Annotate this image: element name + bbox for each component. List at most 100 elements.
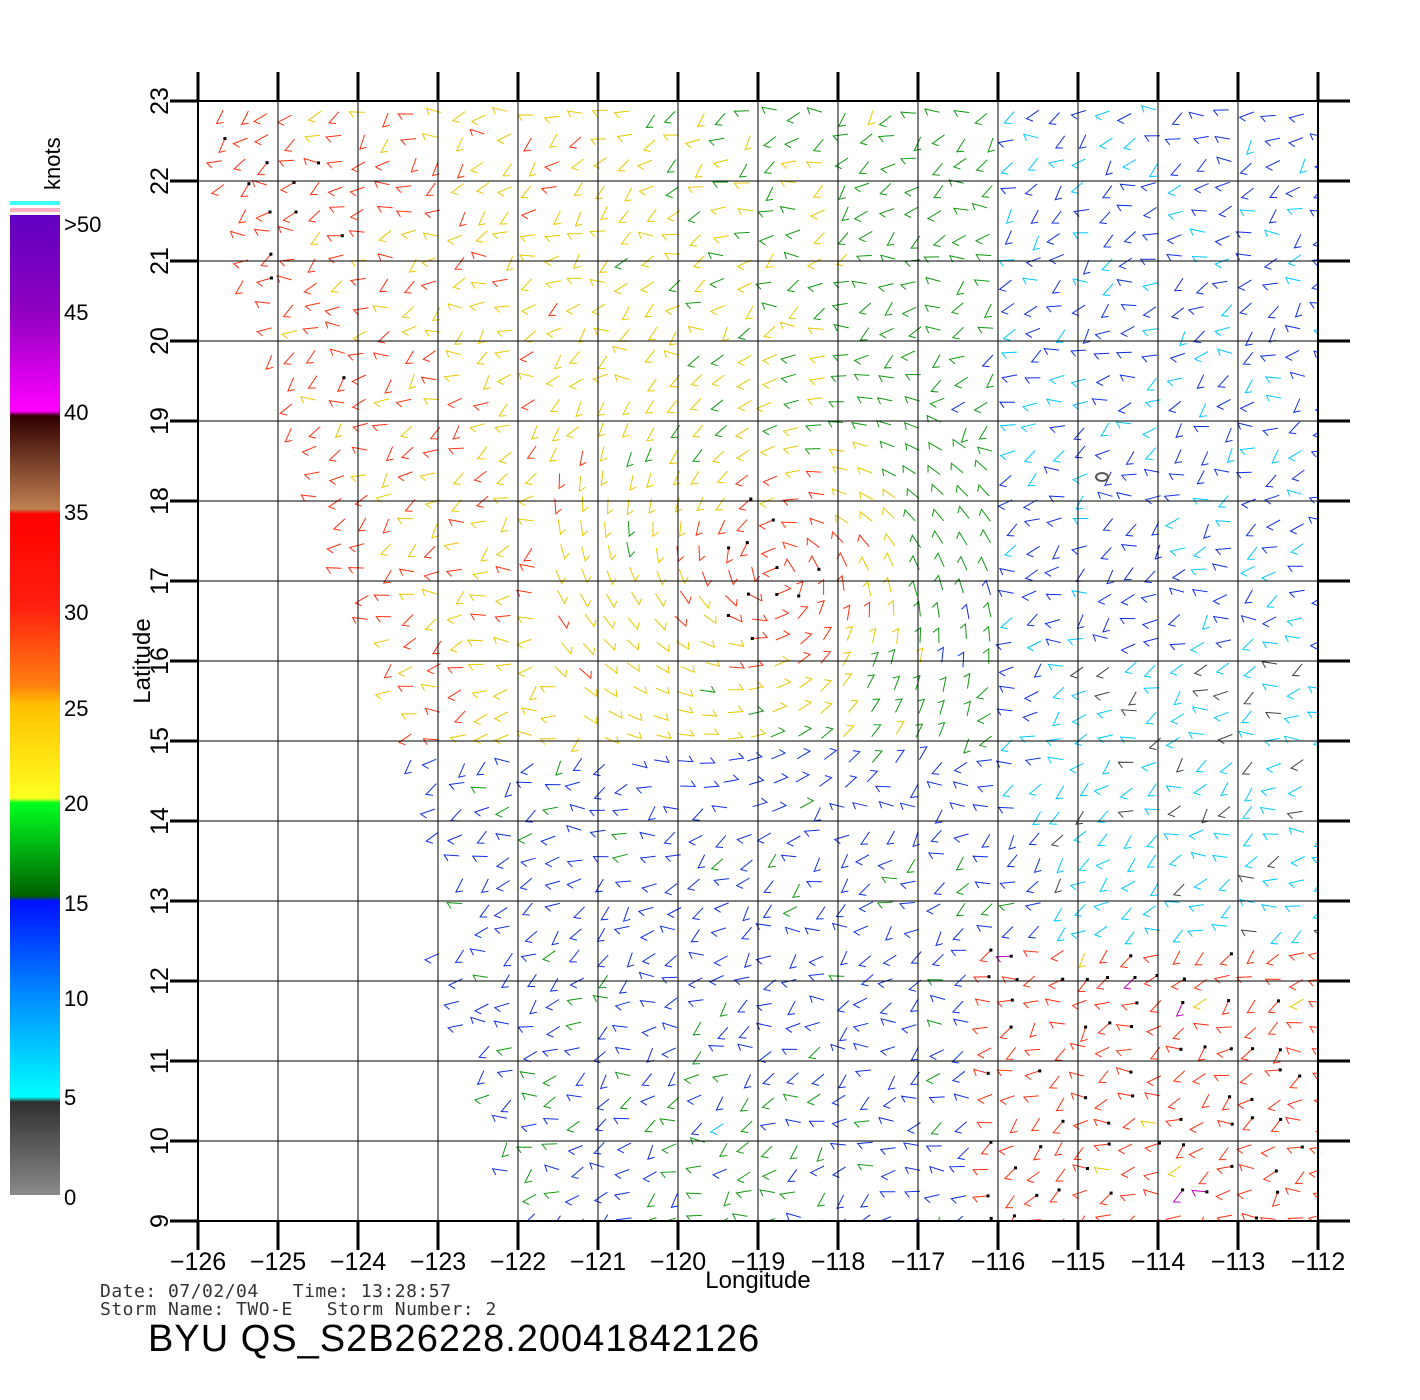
wind-barb — [978, 508, 991, 522]
wind-barb — [614, 1169, 630, 1180]
wind-barb — [641, 1073, 652, 1086]
wind-barb — [1244, 787, 1253, 802]
wind-barb — [828, 975, 845, 982]
wind-barb — [1267, 1000, 1279, 1014]
wind-barb — [210, 184, 225, 196]
wind-barb — [588, 809, 605, 817]
wind-barb — [813, 231, 825, 245]
wind-barb — [1169, 547, 1186, 557]
wind-barb — [238, 209, 247, 224]
wind-barb — [999, 881, 1016, 889]
wind-barb — [1211, 924, 1228, 931]
wind-barb — [672, 470, 681, 486]
wind-barb — [808, 554, 820, 570]
wind-barb — [1338, 445, 1353, 451]
wind-barb — [1142, 637, 1159, 647]
wind-barb — [1096, 977, 1108, 990]
wind-barb — [1022, 950, 1039, 958]
wind-barb — [1259, 114, 1276, 123]
wind-barb — [1339, 139, 1352, 149]
wind-barb — [979, 949, 992, 963]
wind-barb — [956, 1147, 970, 1160]
wind-barb — [1284, 324, 1301, 333]
wind-barb — [1027, 925, 1040, 939]
wind-barb — [1214, 135, 1230, 144]
wind-barb — [309, 182, 320, 196]
rain-flag-dot — [1061, 977, 1065, 981]
wind-barb — [1290, 855, 1306, 867]
wind-barb — [666, 1097, 680, 1110]
wind-barb — [887, 599, 895, 616]
wind-barb — [630, 591, 643, 606]
wind-barb — [1095, 666, 1110, 679]
wind-barb — [1235, 231, 1252, 239]
wind-barb — [1175, 757, 1184, 773]
wind-barb — [661, 1143, 677, 1154]
wind-barb — [931, 134, 945, 147]
wind-barb — [1004, 230, 1013, 245]
color-scale-label: 20 — [64, 791, 88, 816]
wind-barb — [467, 663, 484, 671]
wind-barb — [1312, 740, 1318, 747]
wind-barb — [566, 277, 583, 285]
rain-flag-dot — [1348, 1049, 1351, 1052]
wind-barb — [530, 425, 539, 441]
wind-barb — [1047, 159, 1064, 169]
rain-flag-dot — [989, 948, 993, 952]
wind-barb — [1346, 497, 1353, 511]
wind-barb — [1239, 565, 1255, 577]
wind-barb — [805, 161, 822, 169]
wind-barb — [834, 157, 849, 170]
wind-barb — [470, 251, 487, 260]
wind-barb — [431, 161, 440, 177]
wind-barb — [1313, 885, 1318, 892]
wind-barb — [1341, 231, 1348, 245]
wind-barb — [622, 400, 631, 416]
wind-barb — [1145, 495, 1161, 505]
wind-barb — [425, 107, 442, 116]
wind-barb — [1272, 1049, 1281, 1064]
wind-barb — [1166, 253, 1182, 261]
wind-barb — [1141, 619, 1158, 630]
wind-barb — [1128, 1215, 1136, 1221]
wind-barb — [637, 906, 654, 917]
x-tick-label: −117 — [891, 1248, 945, 1276]
wind-barb — [954, 376, 968, 389]
wind-barb — [504, 782, 513, 798]
wind-barb — [639, 999, 656, 1007]
wind-barb — [589, 230, 606, 238]
wind-barb — [517, 1026, 534, 1033]
wind-barb — [1068, 1071, 1085, 1079]
wind-barb — [812, 184, 824, 198]
wind-barb — [1104, 471, 1112, 487]
wind-barb — [1001, 976, 1018, 984]
wind-barb — [1220, 304, 1233, 317]
wind-barb — [470, 520, 487, 529]
rain-flag-dot — [292, 181, 296, 184]
wind-barb — [421, 257, 437, 268]
wind-barb — [798, 699, 813, 712]
rain-flag-dot — [797, 594, 801, 598]
wind-barb — [1082, 259, 1091, 275]
wind-barb — [566, 110, 583, 118]
wind-barb — [425, 831, 439, 844]
wind-barb — [307, 110, 322, 123]
wind-barb — [1213, 832, 1230, 840]
wind-barb — [714, 835, 727, 848]
wind-barb — [950, 1195, 967, 1204]
wind-barb — [1045, 305, 1062, 313]
wind-barb — [761, 106, 777, 114]
wind-barb — [804, 448, 821, 455]
wind-barb — [782, 906, 798, 918]
wind-barb — [788, 306, 799, 320]
wind-barb — [1244, 331, 1253, 346]
wind-barb — [1071, 304, 1086, 317]
wind-barb — [240, 110, 249, 126]
wind-barb — [376, 205, 393, 213]
wind-barb — [1168, 400, 1182, 413]
wind-barb — [659, 1118, 676, 1126]
wind-barb — [882, 1096, 897, 1109]
wind-barb — [1242, 665, 1257, 679]
wind-barb — [496, 329, 513, 338]
wind-barb — [715, 1096, 724, 1111]
